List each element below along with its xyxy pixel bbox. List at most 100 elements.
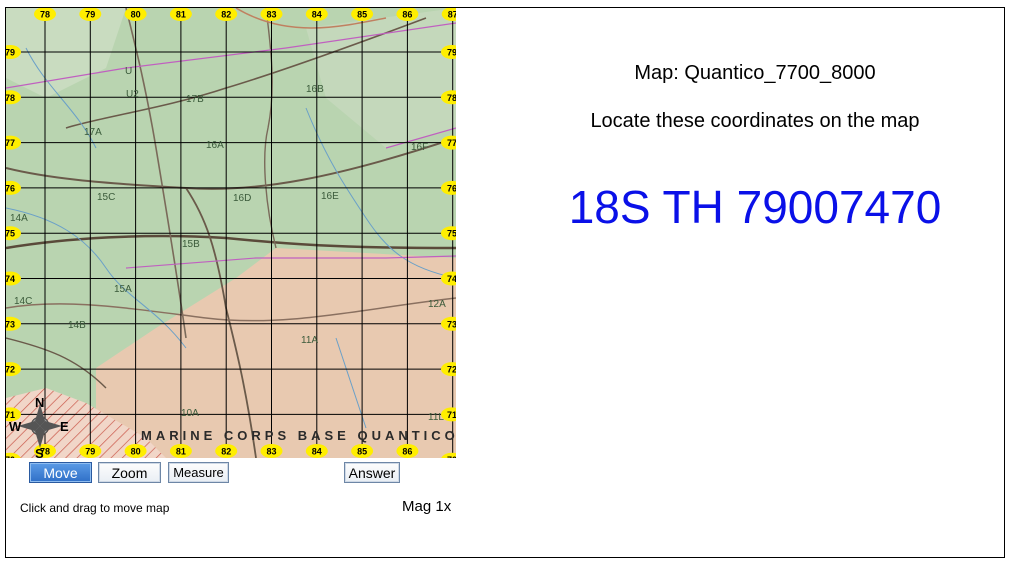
grid-easting-label-bottom: 80 bbox=[131, 447, 141, 457]
grid-easting-label-bottom: 78 bbox=[40, 447, 50, 457]
grid-easting-label-top: 80 bbox=[131, 10, 141, 20]
move-button[interactable]: Move bbox=[29, 462, 92, 483]
grid-northing-label-right-badge bbox=[441, 271, 456, 286]
grid-easting-label-bottom-badge bbox=[124, 444, 147, 458]
terrain-label: 11A bbox=[301, 335, 318, 346]
grid-northing-label-left-badge bbox=[6, 362, 21, 377]
grid-northing-label-left-badge bbox=[6, 271, 21, 286]
grid-northing-label-right-badge bbox=[441, 316, 456, 331]
compass-rose[interactable]: N S W E bbox=[9, 395, 69, 458]
grid-northing-label-left: 72 bbox=[6, 365, 15, 375]
terrain-label: 14B bbox=[68, 320, 86, 331]
terrain-label: 15B bbox=[182, 239, 200, 250]
grid-easting-label-top: 86 bbox=[402, 10, 412, 20]
grid-easting-label-top-badge bbox=[441, 8, 456, 21]
grid-easting-label-bottom: 79 bbox=[85, 447, 95, 457]
boundary-lines bbox=[6, 22, 456, 269]
grid-easting-label-top-badge bbox=[34, 8, 56, 21]
grid-easting-label-bottom-badge bbox=[215, 444, 238, 458]
grid-northing-label-left-badge bbox=[6, 45, 21, 59]
compass-east-label: E bbox=[60, 419, 69, 434]
grid-northing-label-left: 73 bbox=[6, 319, 15, 329]
compass-south-label: S bbox=[35, 446, 44, 458]
terrain-label: 16A bbox=[206, 140, 224, 151]
terrain-patch bbox=[6, 8, 126, 98]
grid-easting-label-top-badge bbox=[169, 8, 192, 21]
target-coordinate: 18S TH 79007470 bbox=[568, 181, 942, 233]
grid-easting-label-bottom-badge bbox=[396, 444, 419, 458]
instruction-text: Locate these coordinates on the map bbox=[590, 110, 920, 132]
grid-northing-label-left: 78 bbox=[6, 93, 15, 103]
grid-northing-label-left-badge bbox=[6, 407, 21, 422]
grid-easting-label-top: 87 bbox=[448, 10, 456, 20]
grid-northing-label-right-badge bbox=[441, 180, 456, 195]
grid-easting-label-bottom-badge bbox=[351, 444, 374, 458]
grid-northing-label-left: 76 bbox=[6, 183, 15, 193]
terrain-label: 16D bbox=[233, 193, 251, 204]
grid-northing-label-right: 76 bbox=[447, 183, 456, 193]
impact-area-hatch bbox=[6, 388, 166, 458]
terrain-label: 17A bbox=[84, 127, 102, 138]
map-viewport[interactable]: 78 78 79 79 80 80 81 81 82 82 83 83 84 84 85 85 86 86 87 79… bbox=[6, 8, 456, 458]
terrain-label: 15A bbox=[114, 284, 132, 295]
restricted-area bbox=[96, 248, 456, 458]
grid-easting-label-top-badge bbox=[79, 8, 102, 21]
answer-button[interactable]: Answer bbox=[344, 462, 400, 483]
grid-easting-label-top: 84 bbox=[312, 10, 322, 20]
terrain-label: 11L bbox=[428, 412, 444, 423]
grid-northing-label-right-badge bbox=[441, 45, 456, 59]
grid-northing-label-right-badge bbox=[441, 452, 456, 458]
grid-easting-label-top-badge bbox=[124, 8, 147, 21]
grid-northing-label-right: 79 bbox=[447, 48, 456, 58]
grid-easting-label-top: 82 bbox=[221, 10, 231, 20]
grid-easting-label-bottom: 85 bbox=[357, 447, 367, 457]
utm-grid bbox=[6, 8, 456, 458]
map-name-prefix: Map: bbox=[634, 62, 685, 84]
terrain-label: 12A bbox=[428, 299, 446, 310]
grid-easting-label-top-badge bbox=[351, 8, 374, 21]
grid-northing-label-right: 73 bbox=[447, 319, 456, 329]
magnification-readout: Mag 1x bbox=[402, 498, 452, 515]
grid-northing-label-right: 74 bbox=[447, 274, 456, 284]
grid-easting-label-top-badge bbox=[215, 8, 238, 21]
grid-northing-label-left-badge bbox=[6, 180, 21, 195]
grid-easting-label-top-badge bbox=[305, 8, 328, 21]
map-name-title: Map: Quantico_7700_8000 bbox=[470, 62, 1017, 85]
grid-easting-label-bottom-badge bbox=[305, 444, 328, 458]
grid-easting-label-bottom: 83 bbox=[266, 447, 276, 457]
grid-northing-label-left-badge bbox=[6, 452, 21, 458]
grid-easting-label-bottom: 86 bbox=[402, 447, 412, 457]
grid-northing-label-left: 75 bbox=[6, 229, 15, 239]
measure-button[interactable]: Measure bbox=[168, 462, 229, 483]
terrain-label: 10A bbox=[181, 408, 199, 419]
grid-northing-label-left: 79 bbox=[6, 48, 15, 58]
grid-northing-label-left-badge bbox=[6, 135, 21, 150]
grid-northing-label-right: 70 bbox=[447, 455, 456, 458]
grid-easting-label-bottom-badge bbox=[169, 444, 192, 458]
terrain-patch bbox=[306, 8, 456, 148]
grid-northing-label-right: 72 bbox=[447, 365, 456, 375]
topographic-map[interactable]: 78 78 79 79 80 80 81 81 82 82 83 83 84 84 85 85 86 86 87 79… bbox=[6, 8, 456, 458]
grid-easting-label-top: 81 bbox=[176, 10, 186, 20]
grid-northing-label-left-badge bbox=[6, 316, 21, 331]
grid-northing-label-left: 77 bbox=[6, 138, 15, 148]
grid-easting-label-bottom: 84 bbox=[312, 447, 322, 457]
terrain-label: 17B bbox=[186, 94, 204, 105]
compass-west-label: W bbox=[9, 419, 22, 434]
grid-easting-label-bottom: 82 bbox=[221, 447, 231, 457]
grid-northing-label-right-badge bbox=[441, 407, 456, 422]
grid-easting-label-bottom-badge bbox=[260, 444, 283, 458]
map-name-value: Quantico_7700_8000 bbox=[684, 62, 876, 84]
grid-labels: 78 78 79 79 80 80 81 81 82 82 83 83 84 84 85 85 86 86 87 79… bbox=[6, 8, 456, 458]
terrain-label: 16E bbox=[321, 191, 339, 202]
terrain-labels: U U2 17B 16B 17A 16A 16F 15C 16D 16E 14A 15B 15A 14C 1… bbox=[10, 66, 446, 423]
terrain-label: 16F bbox=[411, 142, 428, 153]
terrain-label: 15C bbox=[97, 192, 115, 203]
base-name-banner: MARINE CORPS BASE QUANTICO bbox=[141, 428, 456, 443]
grid-northing-label-right-badge bbox=[441, 226, 456, 241]
terrain-label: U bbox=[125, 66, 132, 77]
grid-easting-label-bottom: 81 bbox=[176, 447, 186, 457]
zoom-button[interactable]: Zoom bbox=[98, 462, 161, 483]
grid-easting-label-top: 79 bbox=[85, 10, 95, 20]
grid-northing-label-right: 71 bbox=[447, 410, 456, 420]
